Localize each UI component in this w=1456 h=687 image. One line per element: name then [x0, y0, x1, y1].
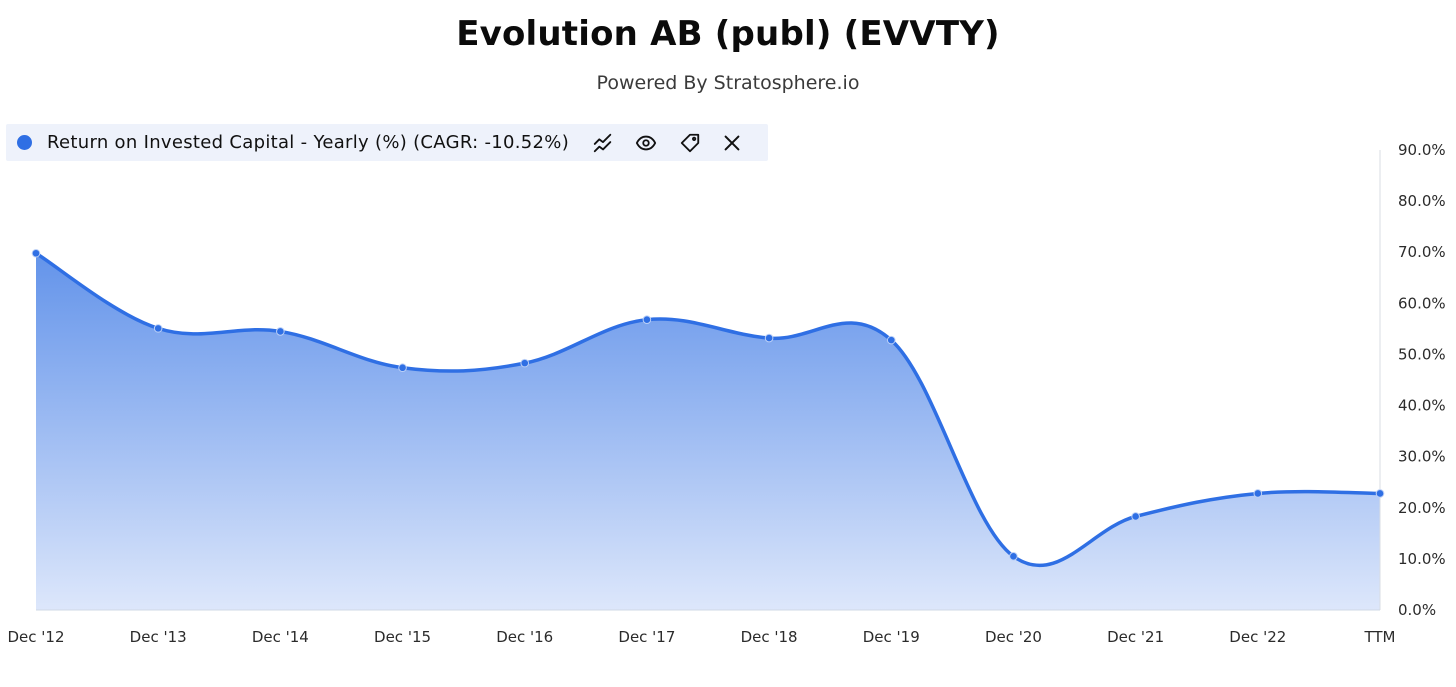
series-color-dot[interactable]: [17, 135, 32, 150]
data-point-1: [153, 324, 163, 333]
x-tick-label: Dec '16: [496, 628, 553, 646]
data-point-2: [276, 327, 285, 336]
x-tick-label: Dec '18: [741, 628, 798, 646]
data-point-5: [642, 315, 652, 324]
data-point-4: [520, 358, 530, 368]
y-tick-label: 30.0%: [1398, 448, 1446, 466]
data-point-6: [764, 333, 774, 343]
x-tick-label: Dec '19: [863, 628, 920, 646]
trend-lines-icon[interactable]: [589, 129, 617, 157]
y-tick-label: 40.0%: [1398, 397, 1446, 415]
y-tick-label: 50.0%: [1398, 345, 1446, 363]
x-tick-label: Dec '14: [252, 628, 309, 646]
data-point-8: [1009, 552, 1018, 561]
y-tick-label: 10.0%: [1398, 550, 1446, 568]
x-tick-label: Dec '20: [985, 628, 1042, 646]
x-tick-label: Dec '22: [1229, 628, 1286, 646]
x-tick-label: Dec '21: [1107, 628, 1164, 646]
chart-subtitle: Powered By Stratosphere.io: [596, 72, 860, 94]
x-tick-label: TTM: [1363, 628, 1395, 646]
data-point-3: [398, 363, 407, 373]
legend-label[interactable]: Return on Invested Capital - Yearly (%) …: [47, 132, 570, 153]
chart-title: Evolution AB (publ) (EVVTY): [456, 14, 1000, 54]
legend-bar: Return on Invested Capital - Yearly (%) …: [6, 124, 768, 161]
y-tick-label: 0.0%: [1398, 601, 1436, 619]
x-tick-label: Dec '17: [618, 628, 675, 646]
series-area-fill: [36, 253, 1380, 610]
x-tick-label: Dec '15: [374, 628, 431, 646]
y-tick-label: 20.0%: [1398, 499, 1446, 517]
data-point-10: [1253, 489, 1263, 498]
x-tick-label: Dec '13: [130, 628, 187, 646]
tag-icon[interactable]: [676, 129, 704, 157]
close-icon[interactable]: [718, 129, 746, 157]
eye-icon[interactable]: [632, 129, 660, 157]
y-tick-label: 90.0%: [1398, 141, 1446, 159]
y-tick-label: 80.0%: [1398, 192, 1446, 210]
data-point-11: [1375, 489, 1385, 498]
data-point-7: [886, 335, 896, 345]
data-point-9: [1131, 512, 1140, 521]
data-point-0: [31, 248, 41, 258]
y-tick-label: 70.0%: [1398, 243, 1446, 261]
y-tick-label: 60.0%: [1398, 294, 1446, 312]
x-tick-label: Dec '12: [7, 628, 64, 646]
